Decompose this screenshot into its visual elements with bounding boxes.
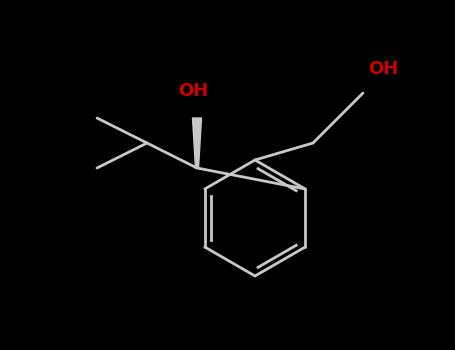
- Text: OH: OH: [178, 82, 208, 100]
- Polygon shape: [192, 118, 202, 168]
- Text: OH: OH: [368, 60, 398, 78]
